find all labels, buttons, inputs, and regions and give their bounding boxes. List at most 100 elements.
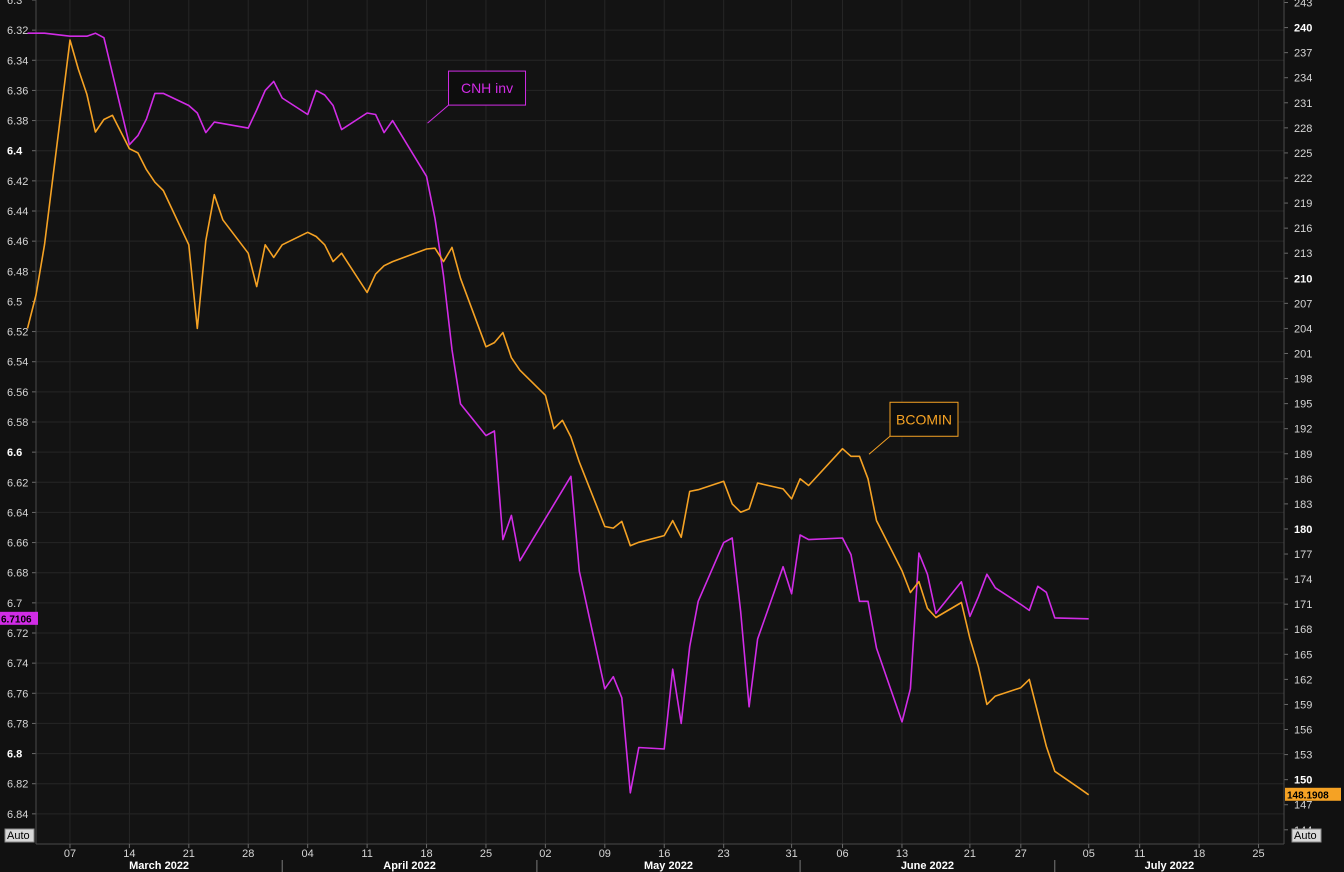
left-tick-label: 6.56: [7, 387, 28, 399]
grid-lines: [36, 0, 1284, 844]
annotation-leader-bcomin: [868, 435, 891, 455]
right-tick-label: 237: [1294, 48, 1312, 60]
left-tick-label: 6.78: [7, 718, 28, 730]
left-tick-label: 6.52: [7, 327, 28, 339]
month-label: May 2022: [644, 860, 693, 872]
right-tick-label: 234: [1294, 73, 1312, 85]
left-tick-label: 6.72: [7, 628, 28, 640]
last-value-badges: 6.7106 148.1908: [0, 611, 1341, 801]
left-tick-label: 6.58: [7, 417, 28, 429]
right-tick-label: 156: [1294, 725, 1312, 737]
right-tick-label: 183: [1294, 499, 1312, 511]
left-tick-label: 6.5: [7, 296, 22, 308]
right-tick-label: 153: [1294, 750, 1312, 762]
x-tick-label: 06: [836, 848, 848, 860]
last-value-label-bcomin: 148.1908: [1287, 790, 1329, 801]
right-tick-label: 189: [1294, 449, 1312, 461]
month-label: April 2022: [383, 860, 436, 872]
right-tick-label: 174: [1294, 574, 1312, 586]
right-auto-label: Auto: [1294, 830, 1317, 842]
last-value-label-cnh-inv: 6.7106: [1, 614, 32, 625]
left-tick-label: 6.7: [7, 598, 22, 610]
right-tick-label: 213: [1294, 248, 1312, 260]
annotation-label-bcomin: BCOMIN: [896, 411, 952, 427]
left-tick-label: 6.36: [7, 85, 28, 97]
right-tick-label: 228: [1294, 123, 1312, 135]
right-tick-label: 198: [1294, 374, 1312, 386]
x-tick-label: 02: [539, 848, 551, 860]
right-tick-label: 168: [1294, 624, 1312, 636]
right-tick-label: 147: [1294, 800, 1312, 812]
left-tick-label: 6.82: [7, 779, 28, 791]
left-auto-button[interactable]: Auto: [4, 828, 35, 843]
x-tick-label: 27: [1015, 848, 1027, 860]
left-tick-label: 6.54: [7, 357, 28, 369]
x-tick-label: 21: [964, 848, 976, 860]
right-tick-label: 186: [1294, 474, 1312, 486]
right-tick-label: 180: [1294, 524, 1312, 536]
x-tick-label: 11: [361, 848, 372, 860]
left-tick-label: 6.84: [7, 809, 28, 821]
x-tick-label: 11: [1134, 848, 1145, 860]
right-tick-label: 171: [1294, 599, 1312, 611]
month-label: March 2022: [129, 860, 189, 872]
right-tick-label: 225: [1294, 148, 1312, 160]
left-tick-label: 6.3: [7, 0, 22, 7]
left-tick-label: 6.62: [7, 477, 28, 489]
x-tick-label: 04: [302, 848, 314, 860]
annotation-box-bcomin: [889, 401, 959, 437]
left-tick-label: 6.44: [7, 206, 28, 218]
x-tick-label: 18: [1193, 848, 1205, 860]
right-tick-label: 201: [1294, 348, 1312, 360]
left-tick-label: 6.38: [7, 116, 28, 128]
right-tick-label: 159: [1294, 699, 1312, 711]
left-auto-label: Auto: [7, 830, 30, 842]
left-tick-label: 6.76: [7, 688, 28, 700]
right-auto-button[interactable]: Auto: [1291, 828, 1322, 843]
left-tick-label: 6.74: [7, 658, 28, 670]
right-axis: 243 240 237 234 231 228 225 222 219 216 213 210 207 2…: [1283, 0, 1312, 844]
annotation-label-cnh-inv: CNH inv: [461, 80, 513, 96]
last-value-badge-bcomin: [1285, 787, 1341, 801]
x-tick-label: 25: [480, 848, 492, 860]
x-tick-label: 13: [896, 848, 908, 860]
right-tick-label: 243: [1294, 0, 1312, 10]
right-tick-label: 195: [1294, 399, 1312, 411]
right-tick-label: 204: [1294, 323, 1312, 335]
annotations: CNH inv BCOMIN: [427, 70, 959, 455]
right-tick-label: 165: [1294, 649, 1312, 661]
x-tick-label: 28: [242, 848, 254, 860]
annotation-box-cnh-inv: [448, 70, 527, 106]
left-tick-label: 6.64: [7, 507, 28, 519]
x-tick-label: 09: [599, 848, 611, 860]
left-tick-label: 6.48: [7, 266, 28, 278]
x-tick-label: 16: [658, 848, 670, 860]
left-tick-label: 6.42: [7, 176, 28, 188]
left-tick-label: 6.4: [7, 146, 23, 158]
x-tick-label: 23: [718, 848, 730, 860]
x-axis: 07 14 21 28 04 11 18 25 02 09 16 23 31 06 13 21 27 05 11 18…: [36, 843, 1284, 872]
series-line-cnh-inv: [27, 32, 1089, 794]
annotation-leader-cnh-inv: [427, 104, 449, 124]
right-tick-label: 150: [1294, 775, 1312, 787]
right-tick-label: 240: [1294, 23, 1312, 35]
left-tick-label: 6.6: [7, 447, 22, 459]
left-axis: 6.3 6.32 6.34 6.36 6.38 6.4 6.42 6.44 6.46 6.48 6.…: [7, 0, 37, 844]
month-label: July 2022: [1145, 860, 1195, 872]
right-tick-label: 210: [1294, 273, 1312, 285]
x-tick-label: 31: [785, 848, 797, 860]
right-tick-label: 177: [1294, 549, 1312, 561]
right-tick-label: 207: [1294, 298, 1312, 310]
left-tick-label: 6.34: [7, 55, 28, 67]
x-tick-label: 05: [1083, 848, 1095, 860]
left-tick-label: 6.68: [7, 568, 28, 580]
x-tick-label: 18: [420, 848, 432, 860]
x-tick-label: 25: [1252, 848, 1264, 860]
last-value-badge-cnh-inv: [0, 611, 38, 625]
left-tick-label: 6.8: [7, 749, 22, 761]
month-label: June 2022: [901, 860, 954, 872]
right-tick-label: 222: [1294, 173, 1312, 185]
right-tick-label: 216: [1294, 223, 1312, 235]
x-tick-label: 14: [123, 848, 135, 860]
